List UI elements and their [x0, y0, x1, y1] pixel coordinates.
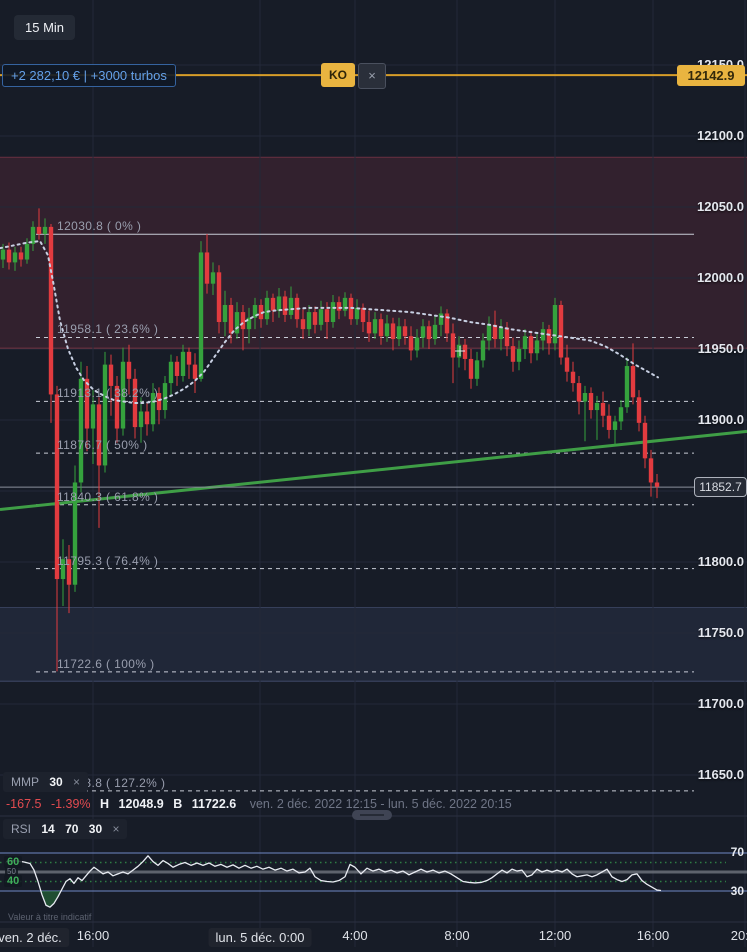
mmp-legend[interactable]: MMP 30 × [3, 772, 89, 792]
crosshair-icon [455, 346, 465, 356]
mmp-param: 30 [49, 775, 63, 789]
rsi-level-70-label: 70 [730, 845, 744, 859]
ko-button[interactable]: KO [321, 63, 355, 87]
time-axis-label: 16:00 [76, 928, 110, 943]
mmp-name: MMP [11, 775, 39, 789]
high-value: 12048.9 [118, 797, 164, 811]
fib-level-label: 11876.7 ( 50% ) [57, 438, 148, 453]
mmp-dotted-line [0, 240, 659, 404]
price-info-row: -167.5 -1.39% H 12048.9 B 11722.6 ven. 2… [6, 797, 512, 811]
price-axis-label: 11950.0 [697, 341, 744, 356]
time-axis-label: 20:00 [730, 928, 747, 943]
fib-level-label: 12030.8 ( 0% ) [57, 219, 142, 234]
disclaimer-text: Valeur à titre indicatif [8, 912, 92, 922]
rsi-param-2: 70 [65, 822, 79, 836]
fibonacci-lines [36, 233, 694, 792]
rsi-level-60-label: 60 [4, 856, 23, 868]
rsi-close-icon[interactable]: × [112, 822, 120, 836]
current-price-label: 11852.7 [694, 477, 747, 498]
price-axis-label: 11650.0 [697, 767, 744, 782]
zones [0, 156, 747, 682]
rsi-param-3: 30 [88, 822, 103, 836]
rsi-level-30-label: 30 [730, 884, 744, 898]
trend-line[interactable] [0, 429, 747, 511]
low-value: 11722.6 [191, 797, 237, 811]
fib-level-label: 11958.1 ( 23.6% ) [57, 322, 159, 337]
rsi-param-1: 14 [41, 822, 55, 836]
time-axis-label: ven. 2 déc. [0, 928, 69, 947]
price-axis-label: 11750.0 [697, 625, 744, 640]
rsi-line [5, 855, 662, 908]
rsi-legend[interactable]: RSI 14 70 30 × [3, 819, 128, 839]
change-value: -167.5 [6, 797, 42, 811]
time-axis-label: 16:00 [636, 928, 670, 943]
rsi-level-40-label: 40 [4, 875, 23, 887]
change-percent: -1.39% [50, 797, 91, 811]
low-label: B [173, 797, 183, 811]
price-axis-label: 12050.0 [697, 199, 744, 214]
rsi-name: RSI [11, 822, 32, 836]
rsi-level-50-label: 50 [5, 867, 18, 876]
position-close-button[interactable]: × [358, 63, 386, 89]
fib-level-label: 11795.3 ( 76.4% ) [57, 553, 159, 568]
date-range: ven. 2 déc. 2022 12:15 - lun. 5 déc. 202… [249, 797, 512, 811]
price-axis-label: 11800.0 [697, 554, 744, 569]
time-axis-label: lun. 5 déc. 0:00 [208, 928, 312, 947]
time-axis-label: 8:00 [444, 928, 470, 943]
fib-level-label: 11913.1 ( 38.2% ) [57, 386, 159, 401]
mmp-close-icon[interactable]: × [73, 775, 81, 789]
high-label: H [100, 797, 110, 811]
position-label[interactable]: +2 282,10 € | +3000 turbos [2, 64, 176, 87]
price-axis-label: 12100.0 [697, 128, 744, 143]
interval-button[interactable]: 15 Min [14, 15, 76, 40]
fib-level-label: 11840.3 ( 61.8% ) [57, 489, 159, 504]
fib-level-label: 11722.6 ( 100% ) [57, 656, 155, 671]
price-axis-label: 11900.0 [697, 412, 744, 427]
price-axis-label: 12000.0 [697, 270, 744, 285]
rsi-pane [0, 852, 747, 908]
time-axis-label: 12:00 [538, 928, 572, 943]
time-axis-label: 4:00 [342, 928, 368, 943]
price-axis-label: 11700.0 [697, 696, 744, 711]
ko-price-label: 12142.9 [677, 65, 745, 86]
candles [0, 208, 660, 672]
